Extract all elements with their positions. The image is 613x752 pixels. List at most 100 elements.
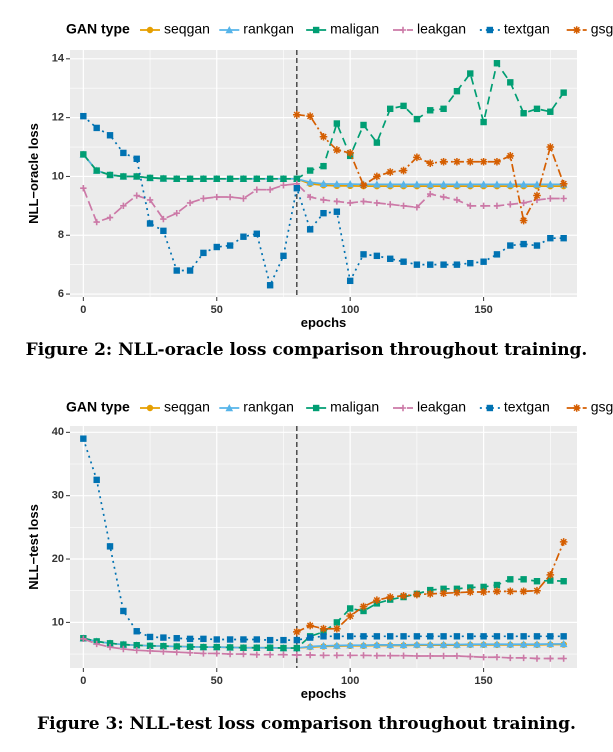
legend: GAN type seqgan rankgan maligan leakgan textg… [66,399,613,415]
data-point-maligan [213,175,220,182]
data-point-rankgan [546,180,555,188]
data-point-textgan [213,243,220,251]
data-point-leakgan [146,647,154,655]
legend-label: gsgan [591,21,613,37]
data-point-rankgan [506,180,515,188]
data-point-maligan [280,175,287,182]
data-point-rankgan [453,180,461,188]
axes: 0 50 100 150 6 8 10 12 14 epochs NLL−oracle loss [26,53,493,330]
data-point-leakgan [173,209,180,217]
data-point-gsgan [359,602,368,611]
data-point-maligan [533,105,541,113]
data-point-maligan [173,175,180,182]
data-point-textgan [507,242,514,249]
data-point-maligan [453,585,461,593]
data-point-maligan [240,175,247,182]
data-point-maligan [427,586,434,594]
legend: GAN type seqgan rankgan maligan leakgan textg… [66,21,613,37]
legend-label: gsgan [591,399,613,415]
data-point-leakgan [253,651,260,658]
data-point-textgan [520,633,527,640]
data-point-textgan [493,251,501,258]
data-point-textgan [200,249,207,257]
data-point-gsgan [453,588,461,597]
data-point-gsgan [319,132,328,141]
data-point-gsgan [426,159,435,168]
data-point-maligan [373,139,381,146]
data-point-leakgan [93,218,100,226]
data-point-leakgan [520,654,527,662]
data-point-maligan [213,643,220,651]
data-point-rankgan [519,640,528,648]
data-point-leakgan [146,196,154,204]
data-point-textgan [133,628,140,635]
data-point-maligan [186,175,194,182]
data-point-textgan [266,282,274,289]
data-point-rankgan [373,640,381,649]
y-tick-label: 40 [52,426,64,438]
data-point-textgan [440,633,447,640]
data-point-leakgan [453,196,461,204]
data-point-textgan [120,607,127,615]
data-point-maligan [440,105,447,113]
data-point-leakgan [253,186,260,193]
figure-3: GAN type seqgan rankgan maligan leakgan textg… [0,378,613,752]
data-point-maligan [306,167,314,174]
data-point-leakgan [346,199,354,207]
series-textgan [80,112,567,289]
data-point-textgan [427,261,434,268]
data-point-maligan [560,578,567,585]
data-point-rankgan [306,178,314,186]
data-point-maligan [226,175,234,182]
data-point-maligan [133,173,140,180]
series-leakgan [80,180,567,226]
data-point-textgan [507,633,514,640]
x-tick-label: 0 [80,304,86,316]
data-point-maligan [360,607,367,615]
data-point-gsgan [306,621,314,630]
data-point-rankgan [346,180,354,188]
data-point-rankgan [386,640,395,649]
grid [70,426,577,668]
data-point-leakgan [226,650,234,658]
data-point-textgan [333,208,341,215]
series-gsgan [293,110,568,225]
nll-test-chart: GAN type seqgan rankgan maligan leakgan textg… [26,399,613,701]
data-point-gsgan [426,590,435,598]
data-point-maligan [440,585,447,593]
data-point-rankgan [386,180,395,188]
legend-item: leakgan [393,399,466,415]
data-point-rankgan [373,180,381,188]
data-point-rankgan [306,642,314,650]
data-point-maligan [480,118,487,126]
data-point-textgan [346,633,354,640]
data-point-gsgan [319,624,328,633]
data-point-gsgan [306,112,314,120]
data-point-textgan [373,252,381,260]
data-point-maligan [200,643,207,651]
data-point-rankgan [426,640,435,648]
x-tick-label: 100 [341,304,359,316]
data-point-leakgan [346,652,354,659]
data-point-maligan [467,70,474,77]
data-point-gsgan [293,628,301,636]
data-point-gsgan [453,157,461,166]
data-point-textgan [306,634,314,641]
data-point-maligan [106,171,114,179]
data-point-textgan [373,633,381,640]
data-point-rankgan [466,640,475,648]
x-axis-label: epochs [301,686,347,701]
data-point-textgan [226,242,234,249]
data-point-maligan [186,643,194,650]
data-point-leakgan [266,651,274,658]
data-point-gsgan [346,612,354,620]
data-point-rankgan [546,639,555,648]
data-point-maligan [93,167,100,174]
data-point-gsgan [559,179,568,188]
data-point-textgan [533,633,541,640]
data-point-leakgan [453,652,461,660]
data-point-maligan [266,644,274,651]
data-point-gsgan [399,166,408,175]
data-point-textgan [387,255,394,262]
legend-item: seqgan [140,399,210,415]
